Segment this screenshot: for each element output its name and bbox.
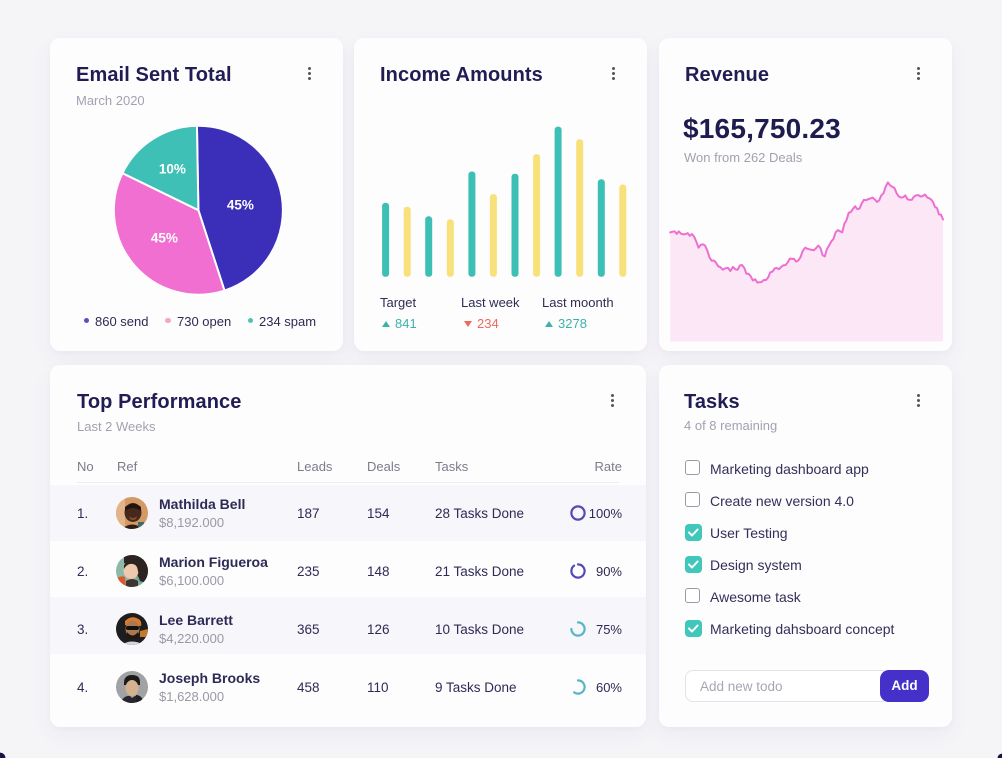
svg-text:45%: 45% <box>151 231 178 246</box>
svg-text:45%: 45% <box>227 198 254 213</box>
svg-text:10%: 10% <box>159 162 186 177</box>
